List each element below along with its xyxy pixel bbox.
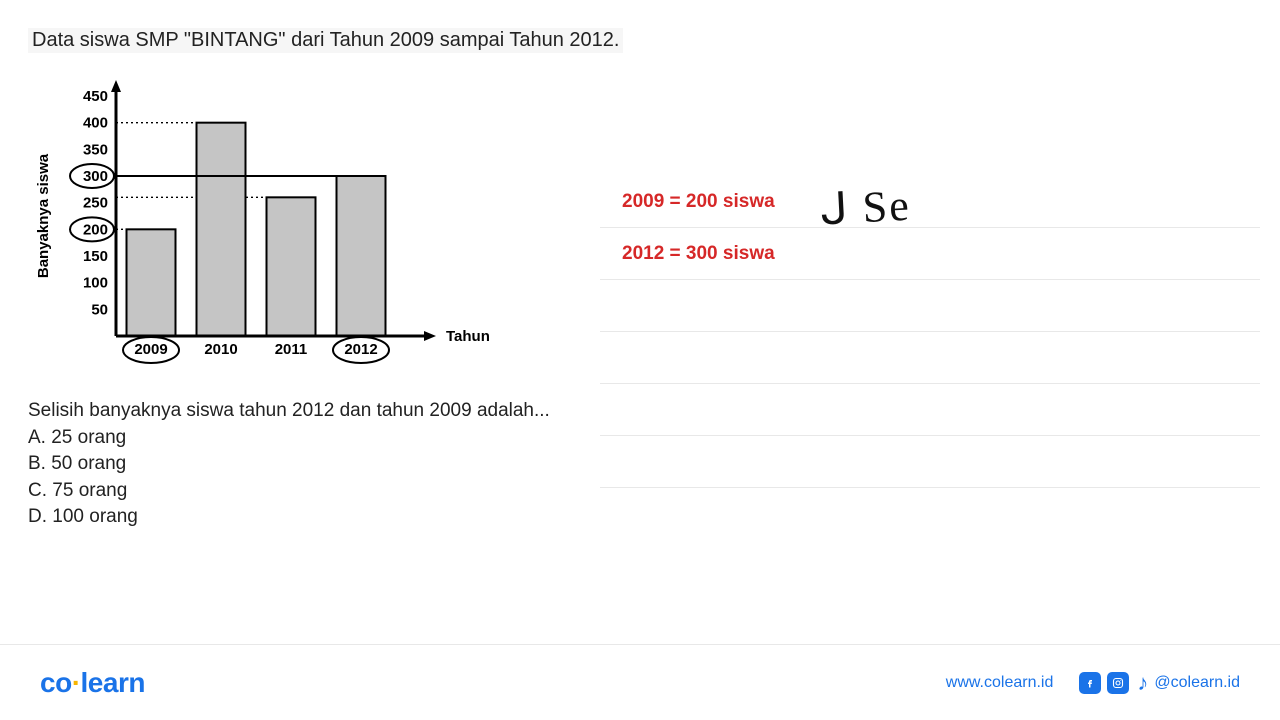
left-column: 50 100 150 200 250 300 350 400 450 Banyaknya sisw… <box>28 76 588 531</box>
bar-chart: 50 100 150 200 250 300 350 400 450 Banyaknya sisw… <box>28 76 508 376</box>
svg-text:100: 100 <box>83 275 108 292</box>
logo-dot: · <box>72 667 81 698</box>
svg-text:250: 250 <box>83 195 108 212</box>
option-b: B. 50 orang <box>28 451 588 478</box>
instagram-icon[interactable] <box>1107 672 1129 694</box>
svg-text:2012: 2012 <box>344 341 377 358</box>
svg-text:150: 150 <box>83 248 108 265</box>
option-c: C. 75 orang <box>28 478 588 505</box>
page-title: Data siswa SMP "BINTANG" dari Tahun 2009… <box>28 28 623 53</box>
logo-post: learn <box>81 667 145 698</box>
question-text: Selisih banyaknya siswa tahun 2012 dan t… <box>28 398 588 425</box>
social-icons: ♪ @colearn.id <box>1079 670 1240 696</box>
svg-text:Tahun: Tahun <box>446 328 490 345</box>
svg-text:450: 450 <box>83 88 108 105</box>
footer-url[interactable]: www.colearn.id <box>946 674 1054 692</box>
note-2012: 2012 = 300 siswa <box>622 243 775 265</box>
tiktok-icon[interactable]: ♪ <box>1137 670 1148 696</box>
svg-text:2010: 2010 <box>204 341 237 358</box>
notes-panel: 2009 = 200 siswa 2012 = 300 siswa <box>600 176 1260 488</box>
svg-text:2009: 2009 <box>134 341 167 358</box>
svg-text:350: 350 <box>83 141 108 158</box>
svg-text:200: 200 <box>83 221 108 238</box>
svg-text:2011: 2011 <box>275 341 308 358</box>
footer-right: www.colearn.id ♪ @colearn.id <box>946 670 1240 696</box>
chart-svg: 50 100 150 200 250 300 350 400 450 Banyaknya sisw… <box>28 76 508 376</box>
note-2009: 2009 = 200 siswa <box>622 191 775 213</box>
footer: co·learn www.colearn.id ♪ @colearn.id <box>0 644 1280 720</box>
handwritten-annotation: ᒍ Se <box>819 180 912 236</box>
social-handle: @colearn.id <box>1154 674 1240 692</box>
option-a: A. 25 orang <box>28 425 588 452</box>
svg-text:Banyaknya siswa: Banyaknya siswa <box>35 153 52 278</box>
logo-pre: co <box>40 667 72 698</box>
svg-text:300: 300 <box>83 168 108 185</box>
brand-logo: co·learn <box>40 667 145 699</box>
option-d: D. 100 orang <box>28 504 588 531</box>
svg-text:50: 50 <box>91 301 108 318</box>
svg-text:400: 400 <box>83 115 108 132</box>
facebook-icon[interactable] <box>1079 672 1101 694</box>
